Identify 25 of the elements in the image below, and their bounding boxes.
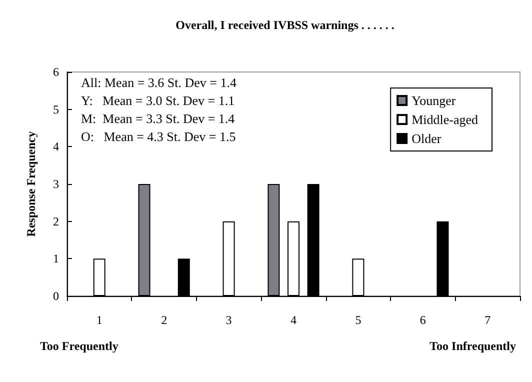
y-tick-label: 1 [53,252,59,266]
y-tick-label: 4 [53,140,59,154]
x-tick-label: 7 [484,313,491,327]
annotation: Y: Mean = 3.0 St. Dev = 1.1 [81,93,235,108]
annotation: M: Mean = 3.3 St. Dev = 1.4 [81,111,236,126]
x-tick-label: 5 [355,313,362,327]
y-tick-label: 5 [53,102,59,116]
annotation: All: Mean = 3.6 St. Dev = 1.4 [81,75,237,90]
y-axis-title: Response Frequency [24,131,38,237]
legend-label: Younger [412,93,456,108]
x-tick-label: 4 [290,313,296,327]
y-tick-label: 0 [53,289,59,303]
annotation: O: Mean = 4.3 St. Dev = 1.5 [81,129,236,144]
x-tick-label: 6 [420,313,426,327]
chart-title: Overall, I received IVBSS warnings . . . . . . [176,18,394,32]
legend-label: Older [412,131,442,146]
legend-label: Middle-aged [412,112,478,127]
x-tick-label: 2 [161,313,168,327]
text: Too Infrequently [430,339,516,353]
y-tick-label: 3 [53,177,59,191]
y-tick-label: 2 [53,214,59,228]
x-tick-label: 1 [96,313,102,327]
x-tick-label: 3 [226,313,232,327]
y-tick-label: 6 [53,65,59,79]
text: Too Frequently [40,339,118,353]
